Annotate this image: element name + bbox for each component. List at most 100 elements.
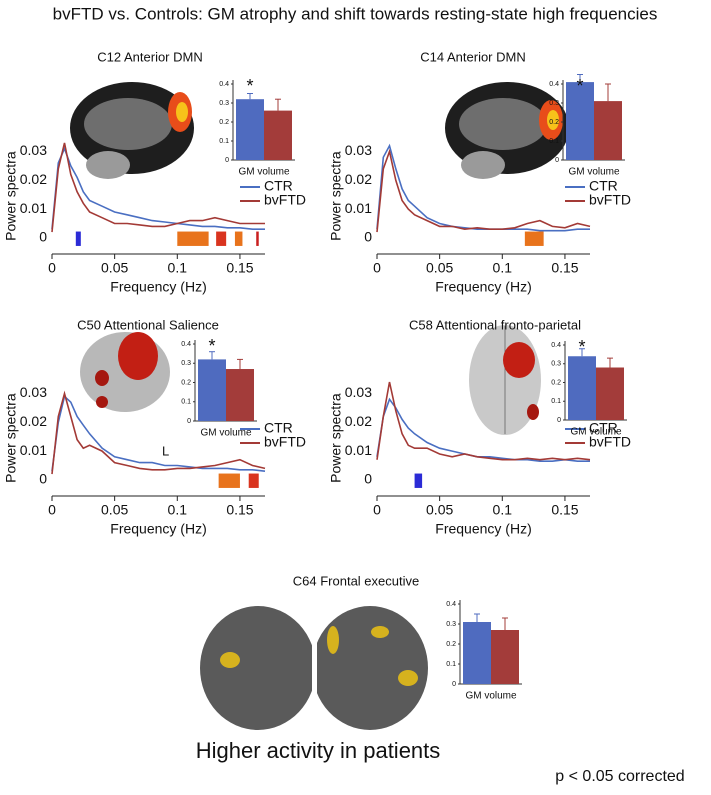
y-tick-label: 0 — [452, 681, 456, 688]
significance-band — [524, 231, 544, 246]
y-tick-label: 0.02 — [345, 413, 372, 429]
y-tick-label: 0.02 — [345, 171, 372, 187]
x-axis-label: Frequency (Hz) — [110, 279, 206, 295]
y-tick-label: 0.4 — [181, 341, 191, 348]
y-tick-label: 0.01 — [20, 200, 47, 216]
x-tick-label: 0.05 — [426, 502, 453, 518]
y-tick-label: 0 — [364, 471, 372, 487]
y-tick-label: 0.2 — [549, 119, 559, 126]
x-tick-label: 0 — [373, 260, 381, 276]
y-tick-label: 0.01 — [345, 442, 372, 458]
significance-star: * — [246, 76, 253, 96]
panel-title: C12 Anterior DMN — [97, 49, 202, 64]
legend-label: bvFTD — [589, 192, 631, 208]
footer-text: Higher activity in patients — [196, 738, 441, 763]
legend-label: CTR — [264, 178, 293, 194]
y-tick-label: 0.03 — [345, 384, 372, 400]
inset-xlabel: GM volume — [570, 427, 622, 438]
y-tick-label: 0.2 — [551, 379, 561, 386]
legend-label: bvFTD — [589, 434, 631, 450]
panel-title: C58 Attentional fronto-parietal — [409, 317, 581, 332]
y-tick-label: 0.03 — [20, 142, 47, 158]
x-axis-label: Frequency (Hz) — [110, 521, 206, 537]
x-tick-label: 0.05 — [101, 260, 128, 276]
bar — [198, 359, 226, 421]
line-series — [51, 390, 266, 475]
significance-band — [216, 231, 227, 246]
y-tick-label: 0.3 — [551, 361, 561, 368]
significance-star: * — [576, 76, 583, 96]
y-tick-label: 0 — [557, 417, 561, 424]
line-series — [376, 381, 591, 461]
legend-label: bvFTD — [264, 434, 306, 450]
legend-label: bvFTD — [264, 192, 306, 208]
bar — [264, 110, 292, 160]
significance-star: * — [578, 337, 585, 357]
significance-band — [218, 473, 240, 488]
y-tick-label: 0 — [187, 418, 191, 425]
y-tick-label: 0 — [555, 157, 559, 164]
panel-title: C14 Anterior DMN — [420, 49, 525, 64]
x-tick-label: 0.1 — [168, 260, 188, 276]
y-tick-label: 0.3 — [219, 100, 229, 107]
y-tick-label: 0.01 — [20, 442, 47, 458]
bar — [594, 101, 622, 160]
y-tick-label: 0.3 — [549, 100, 559, 107]
x-axis-label: Frequency (Hz) — [435, 521, 531, 537]
legend-label: CTR — [264, 420, 293, 436]
y-tick-label: 0.03 — [20, 384, 47, 400]
y-tick-label: 0.1 — [549, 138, 559, 145]
x-tick-label: 0.1 — [168, 502, 188, 518]
y-tick-label: 0.4 — [446, 601, 456, 608]
image-label: L — [162, 443, 169, 458]
x-tick-label: 0.05 — [426, 260, 453, 276]
bar — [566, 82, 594, 160]
y-axis-label: Power spectra — [328, 393, 344, 483]
line-series — [376, 148, 591, 233]
line-series — [51, 394, 266, 472]
significance-band — [248, 473, 259, 488]
y-tick-label: 0.03 — [345, 142, 372, 158]
bar — [236, 99, 264, 160]
x-tick-label: 0.15 — [551, 260, 578, 276]
significance-band — [177, 231, 209, 246]
y-axis-label: Power spectra — [328, 151, 344, 241]
y-tick-label: 0.2 — [219, 119, 229, 126]
x-tick-label: 0.15 — [551, 502, 578, 518]
bar — [463, 622, 491, 684]
y-tick-label: 0.2 — [446, 641, 456, 648]
y-tick-label: 0.1 — [446, 661, 456, 668]
bar — [491, 630, 519, 684]
y-tick-label: 0 — [39, 471, 47, 487]
bar — [226, 369, 254, 421]
y-tick-label: 0.01 — [345, 200, 372, 216]
panel-title: C64 Frontal executive — [293, 573, 419, 588]
inset-xlabel: GM volume — [465, 691, 517, 702]
x-tick-label: 0.15 — [226, 260, 253, 276]
x-axis-label: Frequency (Hz) — [435, 279, 531, 295]
x-tick-label: 0.1 — [493, 260, 513, 276]
y-tick-label: 0.1 — [181, 399, 191, 406]
line-series — [376, 143, 590, 232]
figure-title: bvFTD vs. Controls: GM atrophy and shift… — [53, 4, 658, 23]
y-tick-label: 0.2 — [181, 379, 191, 386]
y-tick-label: 0.02 — [20, 413, 47, 429]
y-axis-label: Power spectra — [3, 393, 19, 483]
significance-band — [256, 231, 259, 246]
significance-band — [234, 231, 243, 246]
y-tick-label: 0 — [39, 229, 47, 245]
significance-band — [75, 231, 81, 246]
x-tick-label: 0.1 — [493, 502, 513, 518]
y-tick-label: 0.3 — [446, 621, 456, 628]
significance-note: p < 0.05 corrected — [555, 768, 684, 785]
y-tick-label: 0 — [225, 157, 229, 164]
y-tick-label: 0.4 — [551, 342, 561, 349]
brain-images — [70, 82, 569, 730]
line-series — [51, 146, 265, 230]
significance-band — [414, 473, 423, 488]
inset-xlabel: GM volume — [200, 428, 252, 439]
line-series — [51, 142, 265, 233]
y-tick-label: 0.1 — [219, 138, 229, 145]
y-axis-label: Power spectra — [3, 151, 19, 241]
